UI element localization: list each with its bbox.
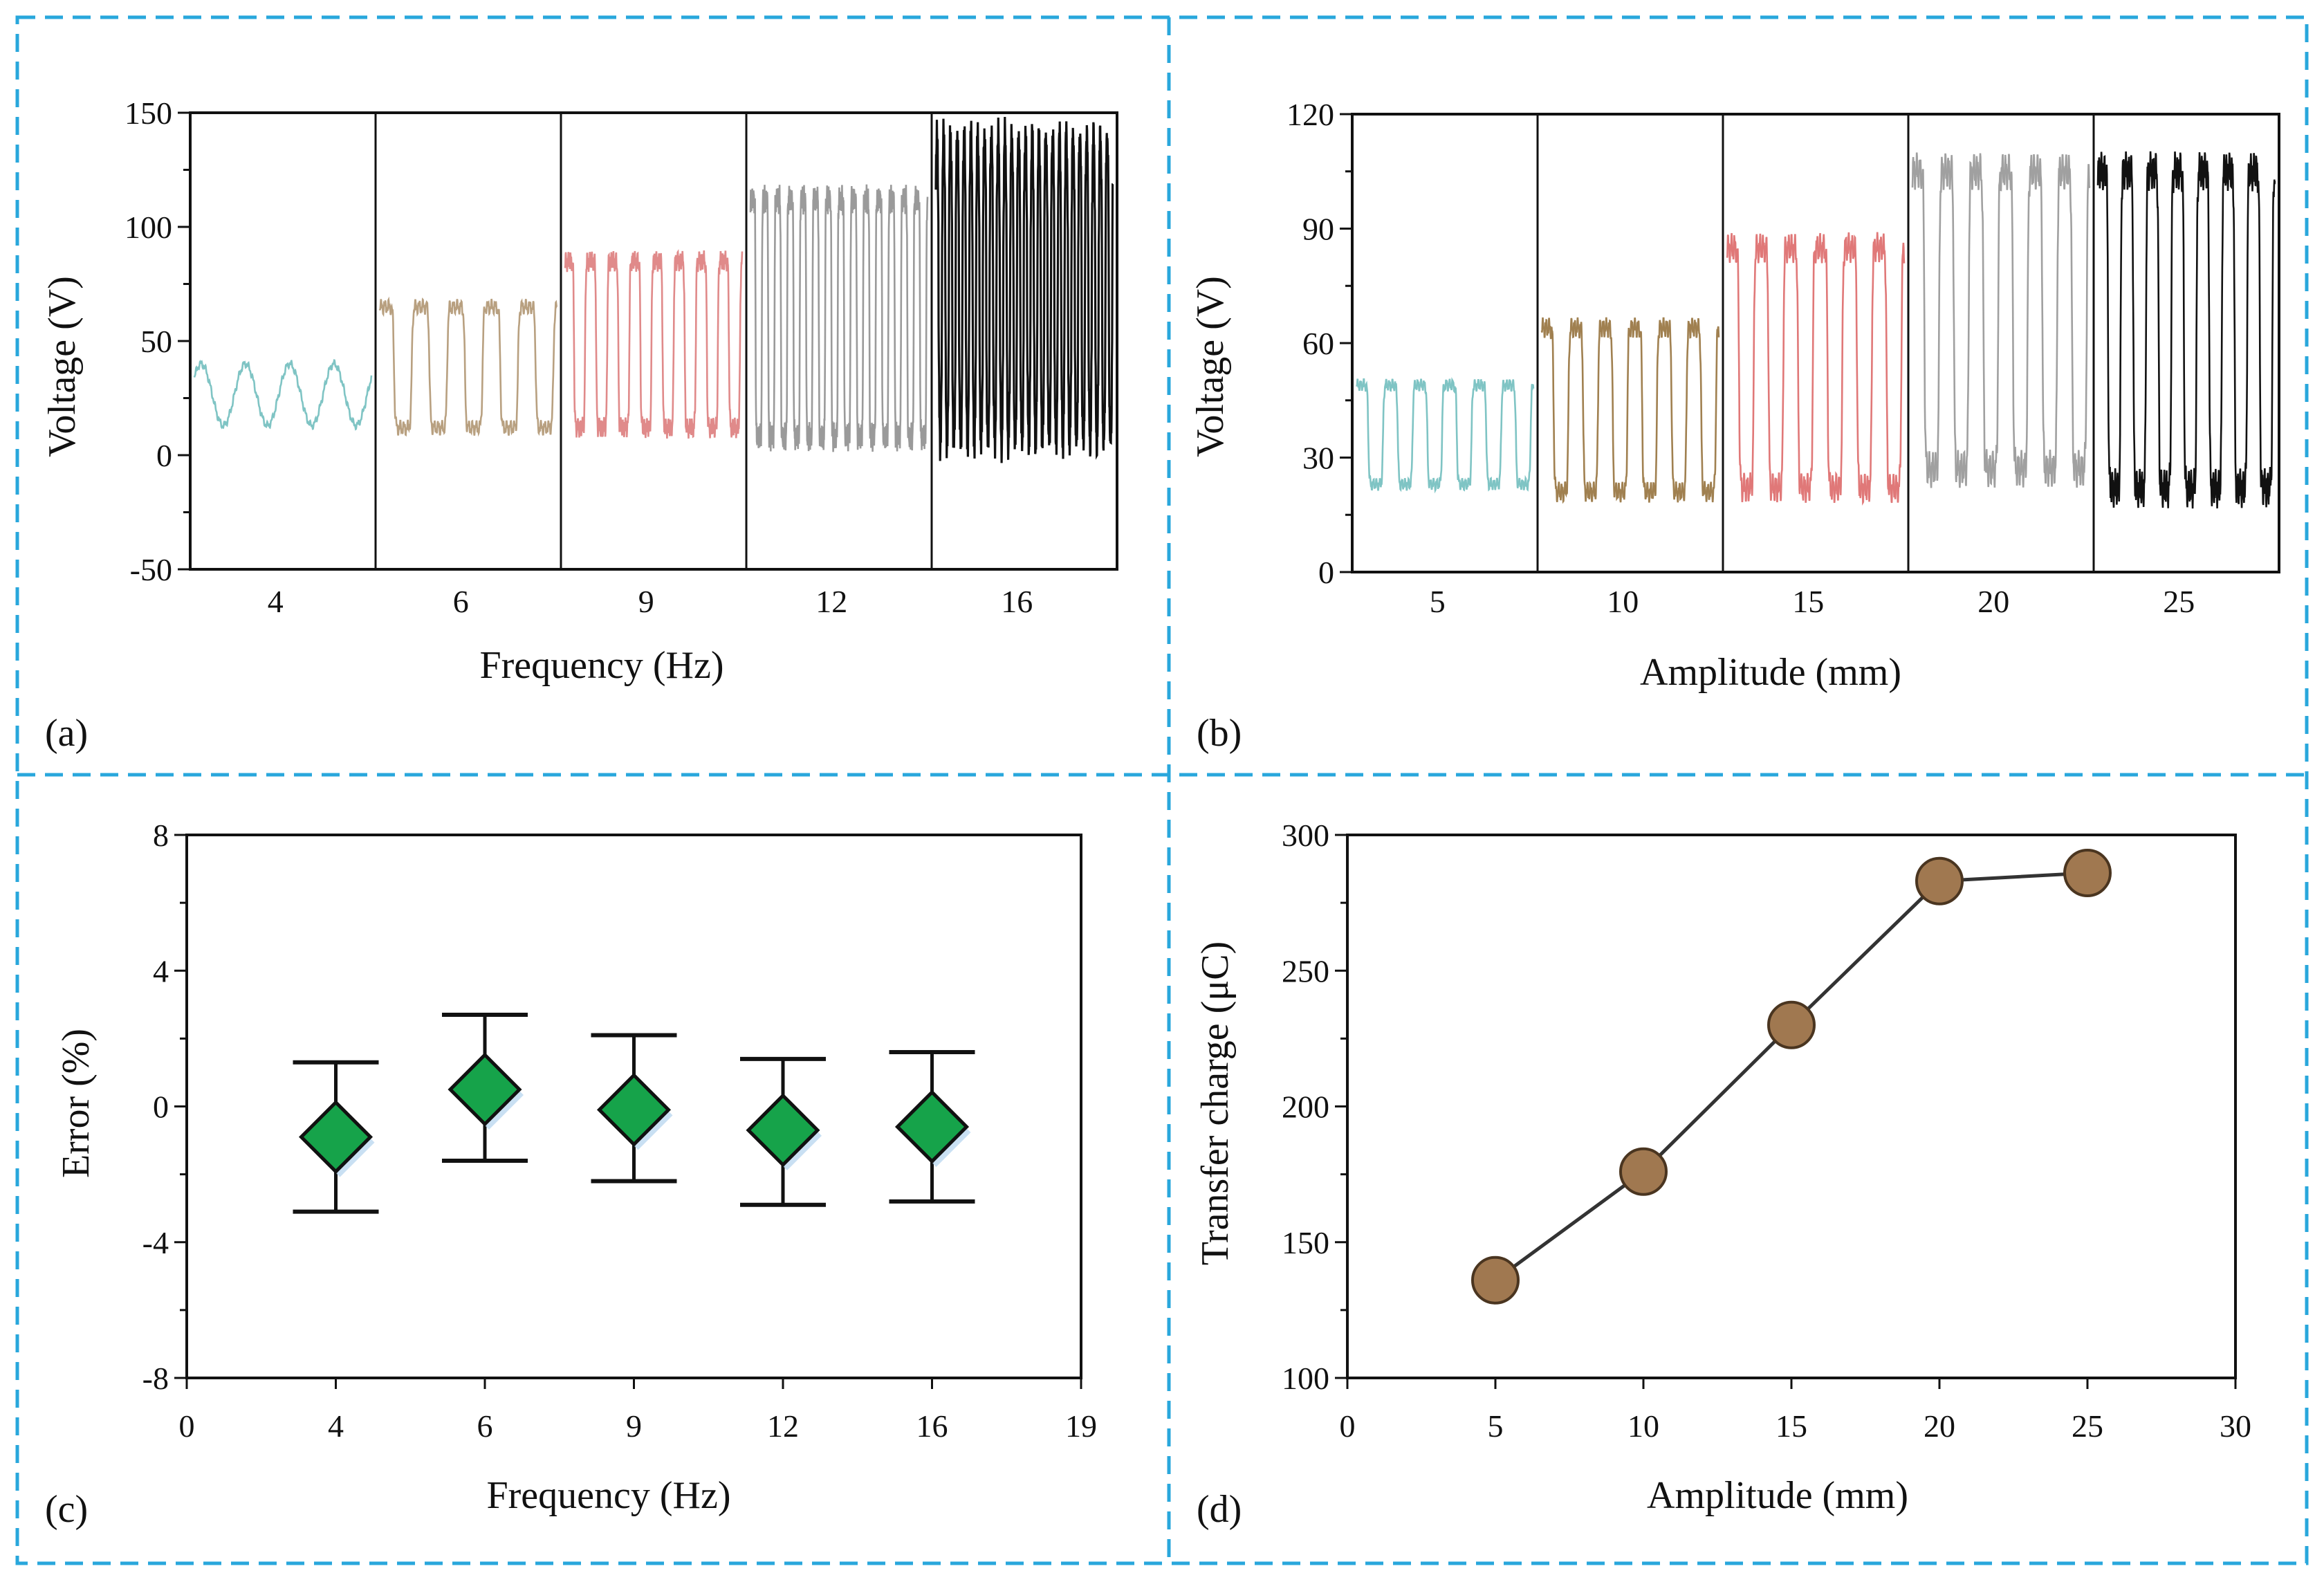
panel-b-waveform-15	[1726, 232, 1906, 506]
panel-c-xtick-label: 4	[328, 1408, 344, 1444]
panel-b-waveform-25	[2096, 151, 2276, 509]
panel-a-waveform-6	[378, 296, 558, 437]
panel-b-ylabel: Voltage (V)	[1189, 276, 1232, 457]
panel-c-label: (c)	[45, 1488, 88, 1531]
panel-a-xlabel: Frequency (Hz)	[480, 644, 724, 687]
panel-d-xtick-label: 10	[1627, 1408, 1659, 1444]
panel-a-xtick-label: 4	[268, 584, 284, 619]
panel-b-ytick-label: 30	[1302, 441, 1334, 476]
panel-a-ylabel: Voltage (V)	[41, 276, 84, 457]
panel-d-xlabel: Amplitude (mm)	[1647, 1474, 1908, 1517]
panel-b-xtick-label: 15	[1792, 584, 1824, 619]
panel-a-ytick-label: 100	[124, 210, 172, 245]
panel-b-waveform-20	[1911, 152, 2091, 488]
panel-d-xtick-label: 25	[2072, 1408, 2103, 1444]
panel-a-waveform-9	[564, 249, 744, 439]
panel-b-xtick-label: 25	[2163, 584, 2195, 619]
panel-a-xtick-label: 16	[1001, 584, 1033, 619]
panel-c-ytick-label: 4	[153, 953, 169, 988]
panel-d-ytick-label: 300	[1282, 818, 1329, 853]
panel-b-label: (b)	[1197, 712, 1242, 755]
panel-d-point-marker	[1915, 856, 1964, 905]
panel-d-ytick-label: 200	[1282, 1089, 1329, 1125]
panel-d-ytick-label: 250	[1282, 953, 1329, 988]
panel-d-xtick-label: 15	[1776, 1408, 1807, 1444]
panel-d-point-marker	[1471, 1256, 1520, 1305]
panel-b-xtick-label: 10	[1607, 584, 1639, 619]
panel-b-ytick-label: 90	[1302, 212, 1334, 247]
panel-b-xtick-label: 20	[1977, 584, 2009, 619]
panel-a-ytick-label: 150	[124, 95, 172, 131]
panel-d-ytick-label: 100	[1282, 1361, 1329, 1396]
panel-frames	[15, 15, 2309, 1565]
panel-c-xtick-label: 19	[1065, 1408, 1097, 1444]
panel-c-ylabel: Error (%)	[55, 1029, 98, 1178]
panel-c-xtick-label: 16	[916, 1408, 948, 1444]
panel-c-ytick-label: -8	[142, 1361, 169, 1396]
panel-a-voltage-vs-frequency: Frequency (Hz) Voltage (V) (a) 150 100 50 0…	[41, 95, 1118, 755]
panel-d-point-marker	[1619, 1147, 1668, 1196]
panel-b-waveform-10	[1540, 317, 1720, 504]
panel-d-xtick-label: 5	[1488, 1408, 1504, 1444]
panel-b-waveform-5	[1356, 377, 1535, 494]
panel-a-ytick-label: 0	[156, 438, 172, 473]
panel-a-xtick-label: 9	[638, 584, 654, 619]
panel-b-ytick-label: 60	[1302, 326, 1334, 361]
panel-c-ytick-label: 0	[153, 1089, 169, 1125]
panel-b-voltage-vs-amplitude: Amplitude (mm) Voltage (V) (b) 120 90 60 30…	[1189, 97, 2280, 755]
panel-c-diamond-marker	[448, 1052, 522, 1127]
panel-b-xtick-label: 5	[1430, 584, 1446, 619]
panel-c-diamond-marker	[894, 1089, 970, 1164]
panel-d-xtick-label: 30	[2220, 1408, 2251, 1444]
panel-d-ylabel: Transfer charge (μC)	[1194, 941, 1237, 1266]
panel-a-ytick-label: -50	[130, 552, 172, 587]
panel-b-plot-frame	[1351, 113, 2280, 573]
panel-b-ytick-label: 120	[1286, 97, 1334, 132]
panel-d-point-marker	[1767, 1000, 1816, 1049]
panel-d-charge-vs-amplitude: Amplitude (mm) Transfer charge (μC) (d) …	[1194, 818, 2251, 1531]
panel-a-waveform-12	[749, 184, 929, 452]
panel-c-ytick-label: -4	[142, 1225, 169, 1260]
panel-d-point-marker	[2063, 848, 2112, 897]
panel-c-xtick-label: 9	[626, 1408, 642, 1444]
panel-a-label: (a)	[45, 712, 88, 755]
panel-d-label: (d)	[1197, 1488, 1242, 1531]
panel-d-series-line	[1494, 871, 2088, 1282]
panel-a-waveform-4	[193, 359, 373, 431]
panel-c-diamond-marker	[298, 1100, 374, 1175]
panel-b-ytick-label: 0	[1318, 555, 1334, 590]
panel-a-xtick-label: 12	[815, 584, 847, 619]
panel-a-xtick-label: 6	[453, 584, 469, 619]
panel-a-ytick-label: 50	[140, 324, 172, 359]
panel-c-diamond-marker	[596, 1072, 672, 1147]
panel-b-xlabel: Amplitude (mm)	[1640, 651, 1901, 694]
panel-c-xtick-label: 6	[477, 1408, 493, 1444]
panel-c-xtick-label: 0	[179, 1408, 195, 1444]
panel-a-waveform-16	[934, 116, 1114, 463]
figure-outer-frame	[15, 15, 2309, 1565]
panel-d-xtick-label: 20	[1924, 1408, 1955, 1444]
panel-c-diamond-marker	[746, 1093, 820, 1168]
panel-d-ytick-label: 150	[1282, 1225, 1329, 1260]
panel-c-xtick-label: 12	[767, 1408, 799, 1444]
panel-c-xlabel: Frequency (Hz)	[487, 1474, 731, 1517]
panel-d-xtick-label: 0	[1340, 1408, 1356, 1444]
panel-c-ytick-label: 8	[153, 818, 169, 853]
panel-c-error-vs-frequency: Frequency (Hz) Error (%) (c) 8 4 0 -4 -8 0 4 6 9…	[45, 818, 1097, 1531]
